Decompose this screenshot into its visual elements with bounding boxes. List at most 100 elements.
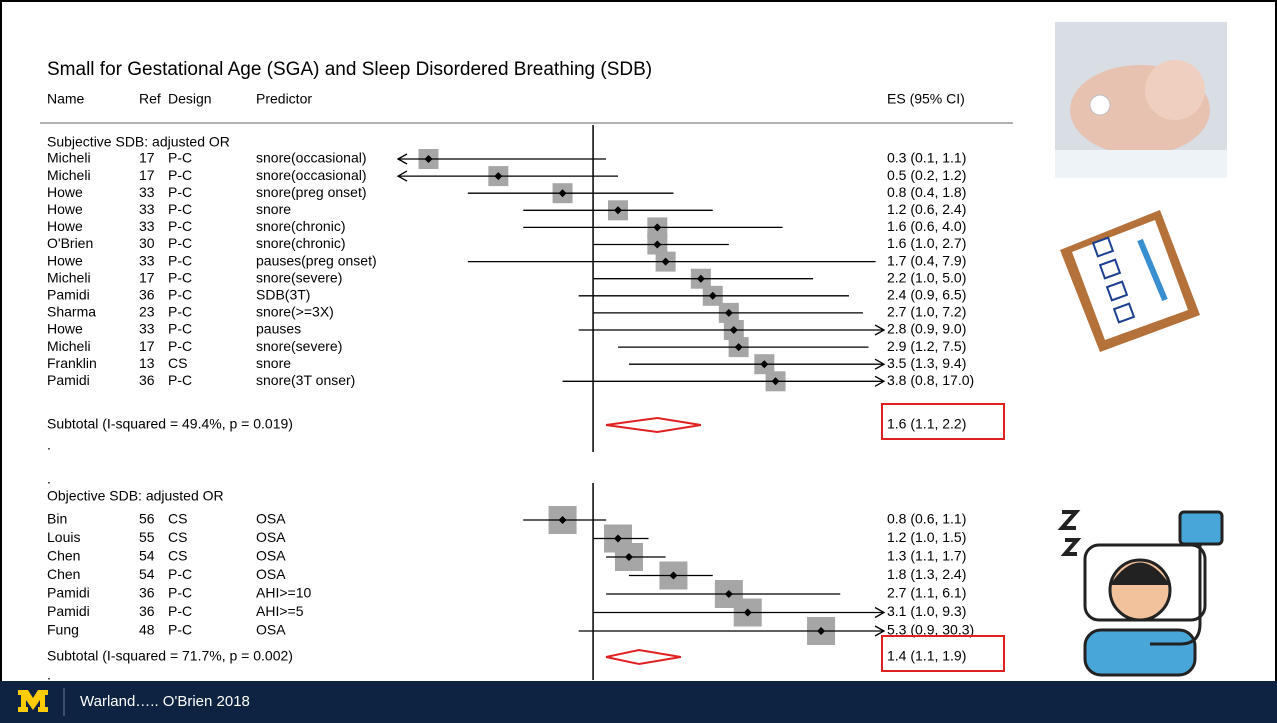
- point-estimate: [734, 343, 743, 352]
- es-label: 1.3 (1.1, 1.7): [887, 548, 966, 564]
- row-ref: 33: [139, 321, 155, 337]
- separator: .: [47, 437, 51, 453]
- point-estimate: [724, 308, 733, 317]
- point-estimate: [743, 608, 752, 617]
- ci-arrow: [874, 375, 886, 387]
- point-estimate: [696, 274, 705, 283]
- ci-arrow: [396, 170, 408, 182]
- footer-bar: [0, 681, 1277, 723]
- column-header: Ref: [139, 91, 161, 107]
- row-design: CS: [168, 511, 187, 527]
- row-predictor: snore(severe): [256, 338, 342, 354]
- row-predictor: snore: [256, 201, 291, 217]
- row-name: Bin: [47, 511, 67, 527]
- row-design: P-C: [168, 201, 192, 217]
- subtotal-label: Subtotal (I-squared = 49.4%, p = 0.019): [47, 416, 293, 432]
- es-label: 1.6 (0.6, 4.0): [887, 218, 966, 234]
- row-name: O'Brien: [47, 235, 93, 251]
- es-label: 0.8 (0.6, 1.1): [887, 511, 966, 527]
- row-ref: 33: [139, 201, 155, 217]
- row-ref: 33: [139, 184, 155, 200]
- row-design: P-C: [168, 184, 192, 200]
- row-name: Howe: [47, 184, 83, 200]
- es-label: 5.3 (0.9, 30.3): [887, 622, 974, 638]
- highlight-box: [881, 635, 1005, 672]
- row-predictor: snore(occasional): [256, 167, 367, 183]
- es-label: 2.7 (1.1, 6.1): [887, 585, 966, 601]
- ci-arrow: [874, 358, 886, 370]
- ci-arrow: [396, 153, 408, 165]
- es-label: 3.5 (1.3, 9.4): [887, 355, 966, 371]
- row-ref: 33: [139, 218, 155, 234]
- subtotal-es-label: 1.4 (1.1, 1.9): [887, 648, 966, 664]
- row-ref: 36: [139, 372, 155, 388]
- es-label: 2.4 (0.9, 6.5): [887, 287, 966, 303]
- point-estimate: [669, 571, 678, 580]
- row-name: Louis: [47, 529, 80, 545]
- row-name: Sharma: [47, 304, 96, 320]
- row-ref: 48: [139, 622, 155, 638]
- row-design: P-C: [168, 585, 192, 601]
- row-design: CS: [168, 529, 187, 545]
- subtotal-es-label: 1.6 (1.1, 2.2): [887, 416, 966, 432]
- row-name: Howe: [47, 218, 83, 234]
- row-ref: 17: [139, 269, 155, 285]
- es-label: 3.1 (1.0, 9.3): [887, 603, 966, 619]
- sleep-icon: [1055, 505, 1227, 680]
- row-predictor: snore(preg onset): [256, 184, 367, 200]
- row-name: Micheli: [47, 338, 91, 354]
- row-name: Pamidi: [47, 372, 90, 388]
- group-title: Objective SDB: adjusted OR: [47, 488, 224, 504]
- row-ref: 17: [139, 150, 155, 166]
- row-predictor: OSA: [256, 566, 286, 582]
- row-predictor: snore(chronic): [256, 235, 345, 251]
- row-design: P-C: [168, 622, 192, 638]
- row-design: P-C: [168, 235, 192, 251]
- point-estimate: [614, 534, 623, 543]
- row-design: CS: [168, 548, 187, 564]
- row-predictor: snore(chronic): [256, 218, 345, 234]
- point-estimate: [817, 627, 826, 635]
- row-predictor: pauses: [256, 321, 301, 337]
- es-label: 0.3 (0.1, 1.1): [887, 150, 966, 166]
- column-header: ES (95% CI): [887, 91, 965, 107]
- column-header: Design: [168, 91, 212, 107]
- es-label: 1.8 (1.3, 2.4): [887, 566, 966, 582]
- clipboard-icon: [1060, 210, 1200, 352]
- row-predictor: AHI>=10: [256, 585, 311, 601]
- row-name: Micheli: [47, 150, 91, 166]
- row-name: Pamidi: [47, 585, 90, 601]
- point-estimate: [653, 223, 662, 232]
- row-design: P-C: [168, 304, 192, 320]
- point-estimate: [708, 291, 717, 300]
- row-name: Howe: [47, 201, 83, 217]
- row-predictor: OSA: [256, 511, 286, 527]
- es-label: 1.7 (0.4, 7.9): [887, 252, 966, 268]
- row-predictor: snore(occasional): [256, 150, 367, 166]
- es-label: 0.8 (0.4, 1.8): [887, 184, 966, 200]
- ci-arrow: [874, 625, 886, 637]
- row-name: Chen: [47, 548, 80, 564]
- row-design: P-C: [168, 150, 192, 166]
- row-design: CS: [168, 355, 187, 371]
- row-ref: 36: [139, 585, 155, 601]
- row-design: P-C: [168, 603, 192, 619]
- ci-arrow: [874, 324, 886, 336]
- row-name: Franklin: [47, 355, 97, 371]
- row-design: P-C: [168, 218, 192, 234]
- point-estimate: [771, 377, 780, 386]
- row-design: P-C: [168, 566, 192, 582]
- pooled-diamond: [605, 648, 681, 666]
- es-label: 2.9 (1.2, 7.5): [887, 338, 966, 354]
- highlight-box: [881, 403, 1005, 440]
- separator: .: [47, 667, 51, 683]
- row-ref: 36: [139, 287, 155, 303]
- es-label: 0.5 (0.2, 1.2): [887, 167, 966, 183]
- point-estimate: [729, 326, 738, 334]
- point-estimate: [624, 553, 633, 561]
- row-ref: 54: [139, 566, 155, 582]
- es-label: 2.2 (1.0, 5.0): [887, 269, 966, 285]
- row-predictor: SDB(3T): [256, 287, 310, 303]
